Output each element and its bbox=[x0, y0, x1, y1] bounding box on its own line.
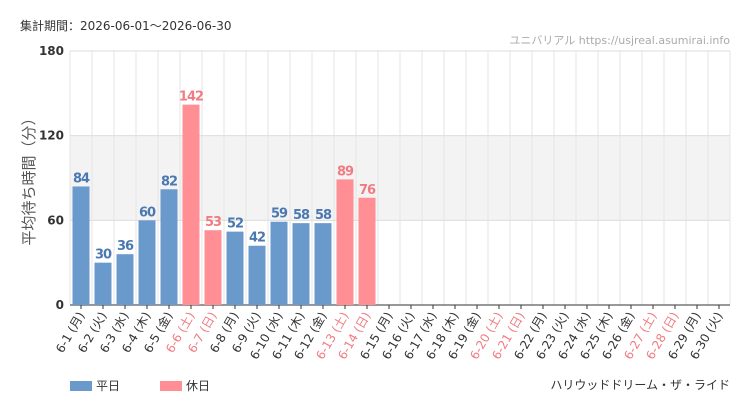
value-label: 36 bbox=[117, 239, 134, 254]
value-label: 59 bbox=[271, 207, 288, 222]
bar bbox=[94, 262, 112, 305]
y-axis-label: 平均待ち時間（分） bbox=[20, 110, 38, 245]
bar bbox=[270, 221, 288, 305]
bar bbox=[358, 197, 376, 305]
y-tick-label: 180 bbox=[39, 44, 64, 58]
bar bbox=[292, 223, 310, 305]
value-label: 76 bbox=[359, 183, 376, 198]
bar bbox=[72, 186, 90, 305]
bar bbox=[160, 189, 178, 305]
y-tick-label: 0 bbox=[56, 298, 64, 312]
y-tick-label: 60 bbox=[47, 213, 64, 227]
value-label: 60 bbox=[139, 205, 156, 220]
value-label: 52 bbox=[227, 217, 243, 232]
legend-label: 平日 bbox=[96, 379, 120, 393]
bar bbox=[226, 231, 244, 305]
bar bbox=[204, 230, 222, 305]
bar bbox=[336, 179, 354, 305]
bar bbox=[182, 104, 200, 305]
bar bbox=[314, 223, 332, 305]
value-label: 89 bbox=[337, 164, 354, 179]
legend-swatch bbox=[160, 381, 182, 391]
value-label: 53 bbox=[205, 215, 222, 230]
legend-swatch bbox=[70, 381, 92, 391]
y-tick-label: 120 bbox=[39, 129, 64, 143]
value-label: 84 bbox=[73, 171, 90, 186]
bar bbox=[248, 245, 266, 305]
watermark: ユニバリアル https://usjreal.asumirai.info bbox=[509, 34, 730, 47]
bar bbox=[116, 254, 134, 305]
subtitle: 集計期間：2026-06-01～2026-06-30 bbox=[20, 18, 231, 33]
value-label: 58 bbox=[315, 208, 332, 223]
value-label: 142 bbox=[179, 90, 203, 105]
footer: ハリウッドドリーム・ザ・ライド bbox=[550, 378, 730, 392]
bar bbox=[138, 220, 156, 305]
value-label: 42 bbox=[249, 231, 265, 246]
legend-label: 休日 bbox=[186, 379, 210, 393]
value-label: 30 bbox=[95, 248, 112, 263]
value-label: 58 bbox=[293, 208, 310, 223]
value-label: 82 bbox=[161, 174, 177, 189]
